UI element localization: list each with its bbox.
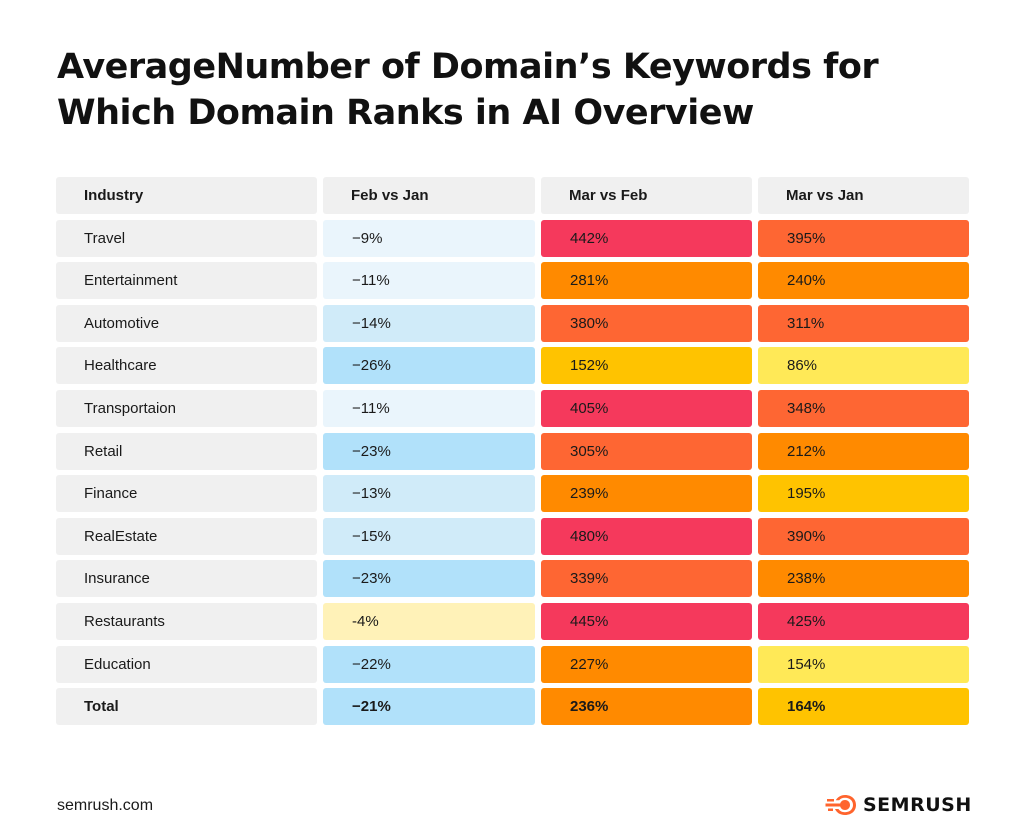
feb-vs-jan-cell: −21% xyxy=(323,688,535,726)
feb-vs-jan-cell: −22% xyxy=(323,645,535,683)
mar-vs-jan-cell: 395% xyxy=(758,219,969,257)
mar-vs-feb-cell: 152% xyxy=(541,347,752,385)
header-mar-vs-feb: Mar vs Feb xyxy=(541,177,752,214)
mar-vs-jan-cell: 348% xyxy=(758,389,969,427)
feb-vs-jan-cell: -4% xyxy=(323,602,535,640)
mar-vs-feb-cell: 442% xyxy=(541,219,752,257)
feb-vs-jan-cell: −13% xyxy=(323,475,535,513)
mar-vs-jan-cell: 86% xyxy=(758,347,969,385)
mar-vs-feb-cell: 239% xyxy=(541,475,752,513)
header-feb-vs-jan: Feb vs Jan xyxy=(323,177,535,214)
feb-vs-jan-cell: −9% xyxy=(323,219,535,257)
feb-vs-jan-cell: −26% xyxy=(323,347,535,385)
mar-vs-feb-cell: 281% xyxy=(541,262,752,300)
mar-vs-feb-cell: 339% xyxy=(541,560,752,598)
industry-cell: Retail xyxy=(56,432,317,470)
feb-vs-jan-cell: −11% xyxy=(323,389,535,427)
mar-vs-feb-cell: 380% xyxy=(541,304,752,342)
industry-cell: Insurance xyxy=(56,560,317,598)
industry-cell: Entertainment xyxy=(56,262,317,300)
mar-vs-jan-cell: 238% xyxy=(758,560,969,598)
feb-vs-jan-cell: −14% xyxy=(323,304,535,342)
heatmap-table: Industry Feb vs Jan Mar vs Feb Mar vs Ja… xyxy=(56,177,969,726)
feb-vs-jan-cell: −23% xyxy=(323,432,535,470)
header-industry: Industry xyxy=(56,177,317,214)
feb-vs-jan-cell: −23% xyxy=(323,560,535,598)
semrush-logo-icon xyxy=(825,795,856,815)
industry-cell: Healthcare xyxy=(56,347,317,385)
mar-vs-jan-cell: 164% xyxy=(758,688,969,726)
feb-vs-jan-cell: −11% xyxy=(323,262,535,300)
industry-cell: Total xyxy=(56,688,317,726)
mar-vs-jan-cell: 311% xyxy=(758,304,969,342)
mar-vs-feb-cell: 305% xyxy=(541,432,752,470)
industry-cell: Education xyxy=(56,645,317,683)
industry-cell: RealEstate xyxy=(56,517,317,555)
mar-vs-jan-cell: 425% xyxy=(758,602,969,640)
mar-vs-jan-cell: 154% xyxy=(758,645,969,683)
semrush-wordmark: SEMRUSH xyxy=(863,794,972,816)
mar-vs-feb-cell: 227% xyxy=(541,645,752,683)
industry-cell: Automotive xyxy=(56,304,317,342)
industry-cell: Restaurants xyxy=(56,602,317,640)
header-mar-vs-jan: Mar vs Jan xyxy=(758,177,969,214)
industry-cell: Transportaion xyxy=(56,389,317,427)
mar-vs-feb-cell: 236% xyxy=(541,688,752,726)
mar-vs-jan-cell: 195% xyxy=(758,475,969,513)
semrush-logo: SEMRUSH xyxy=(825,794,972,816)
industry-cell: Travel xyxy=(56,219,317,257)
mar-vs-jan-cell: 212% xyxy=(758,432,969,470)
mar-vs-jan-cell: 390% xyxy=(758,517,969,555)
feb-vs-jan-cell: −15% xyxy=(323,517,535,555)
mar-vs-feb-cell: 405% xyxy=(541,389,752,427)
industry-cell: Finance xyxy=(56,475,317,513)
mar-vs-feb-cell: 480% xyxy=(541,517,752,555)
chart-title: AverageNumber of Domain’s Keywords for W… xyxy=(57,47,879,133)
mar-vs-jan-cell: 240% xyxy=(758,262,969,300)
mar-vs-feb-cell: 445% xyxy=(541,602,752,640)
site-url: semrush.com xyxy=(57,797,154,814)
